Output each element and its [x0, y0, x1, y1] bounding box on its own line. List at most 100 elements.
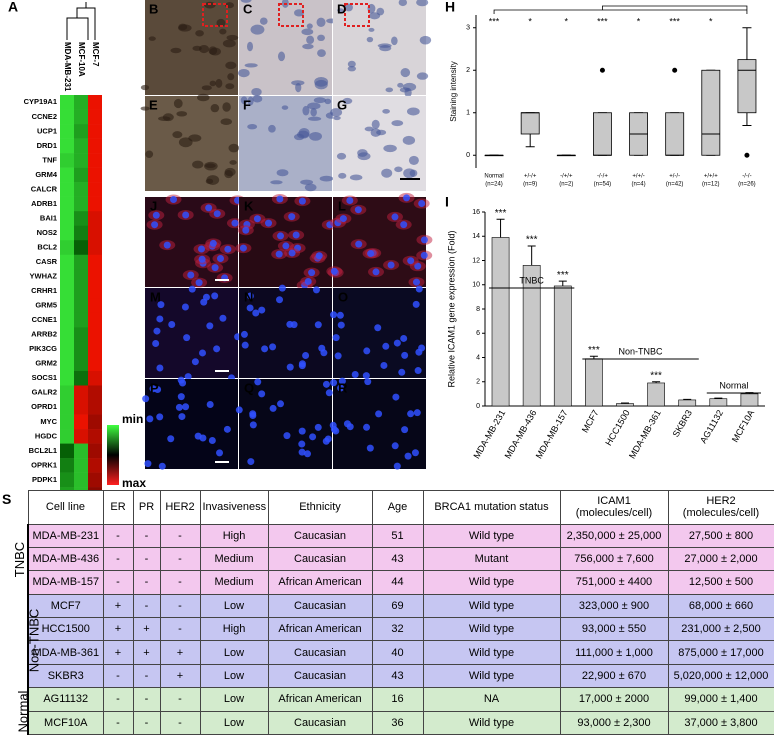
bar	[553, 285, 572, 407]
heatmap-cell	[74, 327, 88, 343]
image-label: K	[244, 198, 254, 213]
gene-label: YWHAZ	[30, 272, 58, 281]
gene-label: CCNE2	[32, 112, 57, 121]
heatmap-cell	[60, 167, 74, 183]
heatmap-cell	[74, 385, 88, 401]
table-cell: 99,000 ± 1,400	[667, 687, 774, 712]
cell-nucleus	[391, 213, 399, 221]
heatmap-cell	[74, 356, 88, 372]
table-cell: -	[132, 687, 161, 712]
error-bar	[683, 398, 692, 400]
heatmap-cell	[88, 341, 102, 357]
column-header: HER2	[159, 490, 201, 525]
cell-nucleus	[291, 80, 305, 86]
cell-nucleus	[213, 345, 221, 353]
cell-nucleus	[392, 393, 400, 401]
panel-label: A	[8, 0, 18, 15]
outlier	[672, 67, 678, 73]
gene-label: NOS2	[37, 228, 57, 237]
table-cell: -	[102, 546, 134, 572]
cell-nucleus	[195, 30, 204, 37]
heatmap-cell	[60, 240, 74, 256]
heatmap-cell	[74, 167, 88, 183]
image-label: L	[338, 198, 346, 213]
cell-nucleus	[347, 65, 357, 72]
table-cell: -	[159, 617, 201, 642]
gene-label: CALCR	[31, 184, 58, 193]
cell-nucleus	[188, 285, 196, 293]
heatmap-cell	[60, 458, 74, 473]
cell-nucleus	[298, 362, 306, 370]
cell-nucleus	[374, 324, 382, 332]
cell-nucleus	[400, 221, 408, 229]
cell-nucleus	[316, 17, 326, 28]
column-header: BRCA1 mutation status	[422, 490, 561, 525]
cell-nucleus	[304, 277, 312, 285]
cell-nucleus	[225, 61, 237, 70]
group-label: TNBC	[519, 275, 544, 285]
table-cell: Medium	[199, 546, 269, 572]
table-cell: Low	[199, 710, 269, 735]
table-cell: MCF10A	[27, 710, 104, 735]
cell-nucleus	[249, 421, 257, 429]
outlier	[744, 152, 750, 158]
table-cell: African American	[267, 687, 373, 712]
error-bar	[496, 218, 505, 238]
cell-nucleus	[209, 239, 217, 247]
heatmap-cell	[74, 211, 88, 227]
x-tick-label: MDA-MB-361	[627, 408, 663, 460]
heatmap-column-label: MCF-7	[91, 42, 100, 67]
table-cell: African American	[267, 570, 373, 595]
cell-nucleus	[408, 155, 419, 166]
cell-nucleus	[313, 97, 326, 104]
y-tick-label: 1	[466, 110, 470, 117]
heatmap-cell	[74, 458, 88, 473]
x-tick-label: +/+/-	[632, 174, 644, 180]
table-cell: 43	[371, 663, 424, 689]
heatmap-cell	[74, 341, 88, 357]
heatmap-cell	[60, 283, 74, 299]
cell-nucleus	[235, 406, 243, 414]
y-tick-label: 2	[466, 67, 470, 74]
cell-nucleus	[349, 174, 363, 181]
gene-label: HGDC	[35, 431, 58, 440]
table-cell: 12,500 ± 500	[667, 570, 774, 595]
bar	[678, 399, 697, 407]
zoom-box	[278, 3, 304, 27]
heatmap-cell	[74, 443, 88, 459]
cell-nucleus	[173, 98, 183, 109]
y-tick-label: 4	[476, 354, 480, 361]
cell-nucleus	[288, 213, 296, 221]
heatmap-cell	[88, 370, 102, 386]
x-tick-label: MDA-MB-157	[534, 408, 570, 460]
cell-nucleus	[252, 95, 263, 103]
x-tick-label: -/-/-	[742, 174, 751, 180]
table-cell: +	[102, 640, 134, 665]
box	[665, 112, 685, 156]
heatmap-cell	[88, 138, 102, 154]
bar	[491, 237, 510, 407]
cell-nucleus	[317, 34, 325, 42]
cell-nucleus	[163, 241, 171, 249]
table-cell: 111,000 ± 1,000	[559, 640, 669, 665]
column-header: Age	[371, 490, 424, 525]
cell-nucleus	[290, 321, 298, 329]
cell-nucleus	[228, 143, 240, 153]
cell-nucleus	[393, 462, 401, 470]
y-tick-label: 16	[472, 209, 480, 216]
image-label: G	[337, 97, 347, 112]
cell-nucleus	[362, 372, 370, 380]
cell-nucleus	[229, 160, 237, 165]
x-tick-label: -/-/+	[597, 174, 608, 180]
cell-nucleus	[412, 278, 420, 286]
heatmap-cell	[60, 182, 74, 197]
bar	[740, 393, 759, 407]
table-cell: 37,000 ± 3,800	[667, 710, 774, 735]
cell-nucleus	[206, 322, 214, 330]
cell-nucleus	[178, 23, 188, 31]
zoom-box	[344, 3, 370, 27]
table-cell: -	[132, 593, 161, 619]
cell-nucleus	[209, 80, 217, 87]
cell-nucleus	[153, 327, 161, 335]
column-header: Invasiveness	[199, 490, 269, 525]
